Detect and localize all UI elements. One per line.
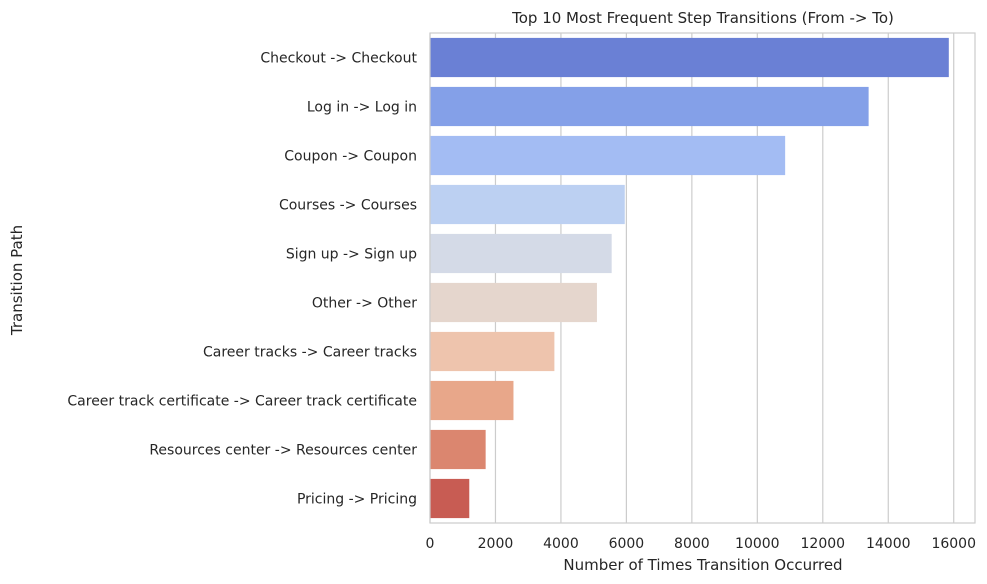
bar <box>430 478 470 519</box>
x-axis-label: Number of Times Transition Occurred <box>563 556 842 574</box>
y-tick-label: Other -> Other <box>312 296 417 312</box>
chart-title: Top 10 Most Frequent Step Transitions (F… <box>511 9 894 27</box>
x-tick-label: 16000 <box>931 536 976 552</box>
y-tick-labels: Checkout -> Checkout Log in -> Log in Coup… <box>67 51 417 508</box>
y-tick-label: Checkout -> Checkout <box>260 51 417 67</box>
bar <box>430 37 949 78</box>
bars <box>430 37 949 519</box>
y-tick-label: Career tracks -> Career tracks <box>203 345 417 361</box>
plot-frame <box>429 32 976 524</box>
y-tick-label: Courses -> Courses <box>279 198 417 214</box>
plot-border <box>429 32 976 524</box>
x-tick-label: 2000 <box>478 536 514 552</box>
bar <box>430 429 486 470</box>
y-tick-label: Pricing -> Pricing <box>297 492 417 508</box>
y-tick-label: Resources center -> Resources center <box>149 443 417 459</box>
x-tick-label: 10000 <box>735 536 780 552</box>
bar <box>430 184 625 225</box>
y-tick-label: Sign up -> Sign up <box>286 247 417 263</box>
x-tick-label: 8000 <box>674 536 710 552</box>
bar <box>430 135 786 176</box>
bar <box>430 331 555 372</box>
y-tick-label: Log in -> Log in <box>307 100 417 116</box>
x-tick-label: 4000 <box>543 536 579 552</box>
y-axis-label: Transition Path <box>8 225 26 336</box>
x-tick-label: 0 <box>426 536 435 552</box>
bar <box>430 380 514 421</box>
bar <box>430 282 597 323</box>
bar <box>430 86 869 127</box>
x-tick-labels: 0 2000 4000 6000 8000 10000 12000 14000 16000 <box>426 536 976 552</box>
x-tick-label: 14000 <box>866 536 911 552</box>
bar <box>430 233 612 274</box>
y-tick-label: Career track certificate -> Career track… <box>67 394 417 410</box>
x-tick-label: 6000 <box>609 536 645 552</box>
x-tick-label: 12000 <box>801 536 846 552</box>
y-tick-label: Coupon -> Coupon <box>284 149 417 165</box>
